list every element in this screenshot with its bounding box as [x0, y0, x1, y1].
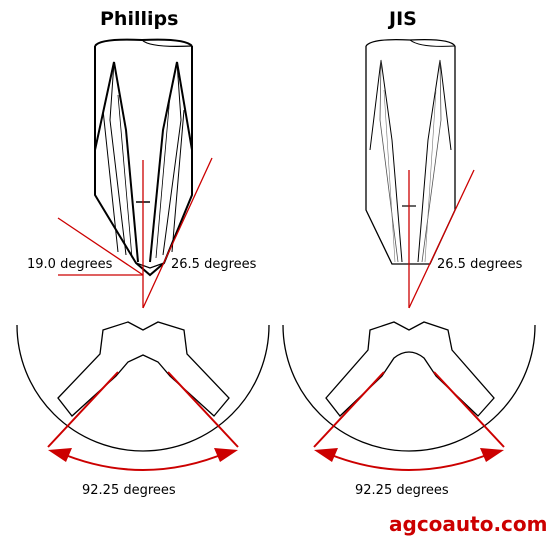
jis-angle-lines [408, 169, 475, 309]
jis-spread-lines [313, 371, 505, 471]
jis-end-view [282, 321, 536, 452]
phillips-spread-label: 92.25 degrees [82, 483, 176, 498]
phillips-angle-lines [57, 157, 213, 309]
phillips-spread-lines [47, 371, 239, 471]
phillips-left-angle-label: 19.0 degrees [27, 257, 113, 272]
jis-spread-label: 92.25 degrees [355, 483, 449, 498]
brand-watermark: agcoauto.com [389, 512, 548, 536]
jis-title: JIS [389, 8, 417, 30]
phillips-right-angle-label: 26.5 degrees [171, 257, 257, 272]
phillips-spread-arrowheads [48, 448, 238, 462]
phillips-title: Phillips [100, 8, 179, 30]
jis-angle-label: 26.5 degrees [437, 257, 523, 272]
jis-bit-side-view [365, 38, 456, 265]
jis-spread-arrowheads [314, 448, 504, 462]
phillips-end-view [16, 321, 270, 452]
